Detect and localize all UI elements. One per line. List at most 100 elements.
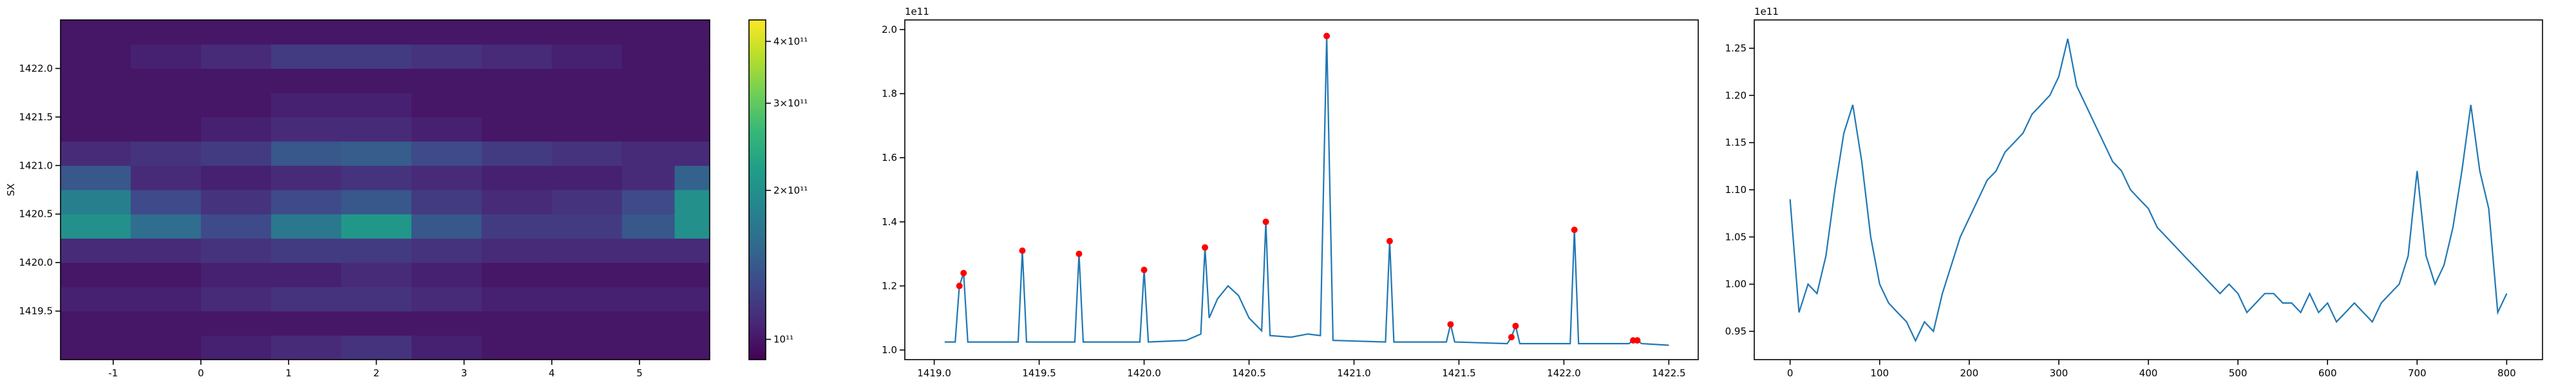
heatmap-cell: [674, 335, 710, 360]
peak-marker: [1019, 247, 1026, 254]
y-tick-label: 1.15: [1725, 137, 1747, 149]
heatmap-cell: [341, 262, 412, 288]
colorbar-tick-label: 4×10¹¹: [773, 35, 808, 47]
peak-marker: [956, 282, 963, 290]
x-tick-label: 1: [285, 367, 292, 379]
heatmap-cell: [61, 238, 131, 263]
peak-marker: [1075, 250, 1083, 257]
heatmap-cell: [674, 116, 710, 142]
heatmap-cell: [130, 93, 202, 118]
x-tick-label: 700: [2408, 367, 2427, 379]
heatmap-cell: [411, 190, 482, 215]
heatmap-cell: [200, 311, 272, 336]
heatmap-cell: [130, 141, 202, 166]
heatmap-cell: [411, 165, 482, 190]
heatmap-cell: [621, 93, 676, 118]
heatmap-cell: [411, 68, 482, 93]
heatmap-cell: [130, 311, 202, 336]
heatmap-cell: [411, 238, 482, 263]
axes-frame: [1754, 19, 2543, 360]
heatmap-cell: [200, 116, 272, 142]
x-tick-label: 400: [2139, 367, 2158, 379]
heatmap-cell: [481, 141, 553, 166]
heatmap-cell: [270, 93, 342, 118]
heatmap-cell: [61, 116, 131, 142]
heatmap-cell: [200, 44, 272, 69]
colorbar-frame: [748, 19, 766, 360]
heatmap-cell: [200, 190, 272, 215]
heatmap-cell: [341, 116, 412, 142]
heatmap-cell: [200, 68, 272, 93]
heatmap-cell: [481, 116, 553, 142]
heatmap-cell: [130, 214, 202, 239]
heatmap-cell: [61, 190, 131, 215]
axes-frame: [60, 19, 710, 360]
heatmap-cell: [341, 165, 412, 190]
heatmap-cell: [551, 286, 623, 312]
heatmap-cell: [674, 68, 710, 93]
heatmap-cell: [621, 262, 676, 288]
heatmap-cell: [411, 214, 482, 239]
heatmap-cell: [130, 116, 202, 142]
heatmap-cell: [551, 190, 623, 215]
heatmap-cell: [200, 335, 272, 360]
heatmap-cell: [130, 335, 202, 360]
heatmap-cell: [481, 286, 553, 312]
x-tick-label: 1421.0: [1337, 367, 1371, 379]
heatmap-cell: [200, 262, 272, 288]
y-tick-label: 1421.0: [19, 160, 53, 171]
heatmap-cell: [130, 165, 202, 190]
heatmap-cell: [61, 214, 131, 239]
heatmap-cell: [551, 20, 623, 45]
heatmap-cell: [674, 165, 710, 190]
heatmap-cell: [621, 141, 676, 166]
peak-marker: [1386, 237, 1393, 244]
x-tick-label: 1422.0: [1547, 367, 1581, 379]
y-tick-label: 1.00: [1725, 279, 1747, 290]
heatmap-cell: [130, 68, 202, 93]
heatmap-cell: [200, 20, 272, 45]
heatmap-cell: [200, 165, 272, 190]
colorbar-tick-label: 10¹¹: [773, 333, 793, 345]
offset-text: 1e11: [905, 6, 929, 17]
heatmap-cell: [674, 214, 710, 239]
heatmap-cell: [621, 165, 676, 190]
x-tick-label: 1421.5: [1442, 367, 1476, 379]
heatmap-cell: [674, 93, 710, 118]
y-tick-label: 1.20: [1725, 89, 1747, 101]
y-tick-label: 1419.5: [19, 306, 53, 317]
x-tick-label: 1419.0: [917, 367, 951, 379]
heatmap-cell: [551, 238, 623, 263]
heatmap-cell: [411, 311, 482, 336]
heatmap-cell: [270, 20, 342, 45]
heatmap-cell: [341, 311, 412, 336]
heatmap-cell: [61, 262, 131, 288]
heatmap-cell: [341, 190, 412, 215]
heatmap-cell: [270, 335, 342, 360]
y-tick-label: 1.05: [1725, 231, 1747, 243]
heatmap-cell: [674, 286, 710, 312]
x-tick-label: 100: [1870, 367, 1889, 379]
peak-marker: [1447, 321, 1454, 328]
heatmap-cell: [551, 165, 623, 190]
heatmap-cell: [411, 116, 482, 142]
heatmap-cell: [270, 286, 342, 312]
heatmap-cell: [551, 68, 623, 93]
heatmap-cell: [61, 44, 131, 69]
heatmap-cell: [621, 335, 676, 360]
x-tick-label: 1420.5: [1232, 367, 1266, 379]
heatmap-cell: [270, 311, 342, 336]
heatmap-cell: [621, 68, 676, 93]
x-tick-label: 1420.0: [1127, 367, 1161, 379]
heatmap-cell: [61, 68, 131, 93]
heatmap-cell: [130, 262, 202, 288]
line: [1789, 39, 2508, 343]
heatmap-cell: [411, 286, 482, 312]
colorbar: [749, 20, 766, 360]
heatmap-cell: [481, 68, 553, 93]
x-tick-label: 600: [2318, 367, 2337, 379]
heatmap-cell: [341, 20, 412, 45]
heatmap-cell: [61, 165, 131, 190]
